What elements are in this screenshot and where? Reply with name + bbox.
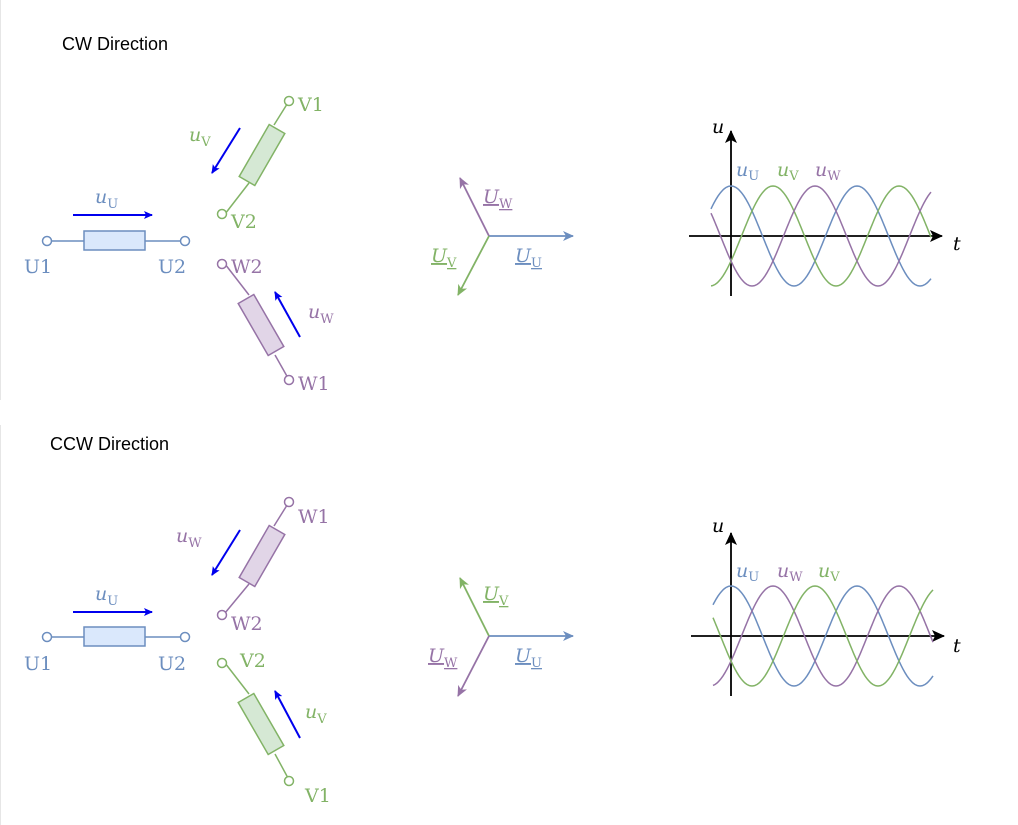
terminal-u1 bbox=[41, 235, 53, 247]
terminal-v2 bbox=[216, 657, 228, 669]
voltage-label-w: uW bbox=[176, 525, 202, 551]
x-axis-label: t bbox=[953, 233, 961, 255]
label-u1: U1 bbox=[24, 256, 52, 278]
label-v2: V2 bbox=[230, 211, 257, 233]
voltage-label-v: uV bbox=[305, 701, 327, 727]
ccw-circuit: U1 U2 uU W1 W2 uW V2 V1 bbox=[24, 496, 331, 807]
phasor-label-u: UU bbox=[515, 645, 542, 671]
label-u1: U1 bbox=[24, 653, 52, 675]
wave-u bbox=[710, 185, 932, 287]
label-u2: U2 bbox=[158, 653, 186, 675]
terminal-w2 bbox=[216, 258, 228, 270]
terminal-u1 bbox=[41, 631, 53, 643]
label-v2: V2 bbox=[239, 650, 266, 672]
phasor-label-w: UW bbox=[428, 645, 458, 671]
wave-u bbox=[712, 585, 934, 687]
voltage-label-u: uU bbox=[95, 186, 118, 212]
section-title-ccw: CCW Direction bbox=[50, 434, 170, 454]
terminal-w1 bbox=[283, 496, 295, 508]
legend-v: uV bbox=[777, 159, 799, 184]
label-v1: V1 bbox=[304, 785, 331, 807]
winding-v bbox=[216, 95, 295, 220]
wave-v bbox=[710, 185, 932, 287]
phasor-w bbox=[457, 635, 490, 697]
wave-w bbox=[710, 185, 932, 287]
terminal-w1 bbox=[283, 374, 295, 386]
label-v1: V1 bbox=[297, 94, 324, 116]
section-title-cw: CW Direction bbox=[62, 34, 169, 54]
terminal-u2 bbox=[179, 235, 191, 247]
wave-w bbox=[712, 585, 934, 687]
terminal-v1 bbox=[283, 95, 295, 107]
winding-w bbox=[216, 496, 295, 621]
phasor-label-u: UU bbox=[515, 245, 542, 271]
voltage-arrow-v bbox=[274, 690, 301, 739]
legend-v: uV bbox=[818, 560, 840, 585]
phasor-label-v: UV bbox=[431, 245, 457, 271]
phasor-label-v: UV bbox=[483, 583, 509, 609]
voltage-arrow-v bbox=[211, 127, 241, 174]
y-axis-label: u bbox=[712, 515, 724, 537]
voltage-arrow-w bbox=[274, 291, 301, 338]
voltage-label-u: uU bbox=[95, 583, 118, 609]
voltage-label-v: uV bbox=[189, 124, 211, 150]
voltage-label-w: uW bbox=[308, 301, 334, 327]
x-axis-label: t bbox=[953, 635, 961, 657]
terminal-v1 bbox=[283, 775, 295, 787]
phasor-v bbox=[459, 577, 490, 637]
legend-w: uW bbox=[815, 159, 841, 184]
label-u2: U2 bbox=[158, 256, 186, 278]
y-axis-label: u bbox=[712, 116, 724, 138]
winding-u bbox=[41, 626, 191, 647]
ccw-phasor-diagram: UV UW UU bbox=[428, 577, 574, 697]
legend-u: uU bbox=[736, 159, 759, 184]
cw-circuit: U1 U2 uU V1 V2 uV W2 W1 bbox=[24, 94, 334, 395]
terminal-u2 bbox=[179, 631, 191, 643]
cw-waveform-chart: u t uU uV uW bbox=[689, 116, 961, 296]
phasor-w bbox=[459, 177, 490, 237]
phasor-label-w: UW bbox=[483, 186, 513, 212]
cw-phasor-diagram: UW UV UU bbox=[431, 177, 574, 296]
label-w1: W1 bbox=[298, 373, 330, 395]
label-w2: W2 bbox=[231, 256, 263, 278]
terminal-w2 bbox=[216, 609, 228, 621]
legend-w: uW bbox=[777, 560, 803, 585]
terminal-v2 bbox=[216, 208, 228, 220]
legend-u: uU bbox=[736, 560, 759, 585]
left-border bbox=[0, 0, 1, 400]
winding-u bbox=[41, 230, 191, 251]
voltage-arrow-w bbox=[211, 529, 241, 576]
left-border bbox=[0, 425, 1, 825]
label-w2: W2 bbox=[231, 613, 263, 635]
winding-w bbox=[216, 258, 295, 386]
ccw-waveform-chart: u t uU uW uV bbox=[691, 515, 961, 696]
winding-v bbox=[216, 657, 295, 787]
label-w1: W1 bbox=[298, 506, 330, 528]
phasor-v bbox=[457, 235, 490, 296]
wave-v bbox=[712, 585, 934, 687]
